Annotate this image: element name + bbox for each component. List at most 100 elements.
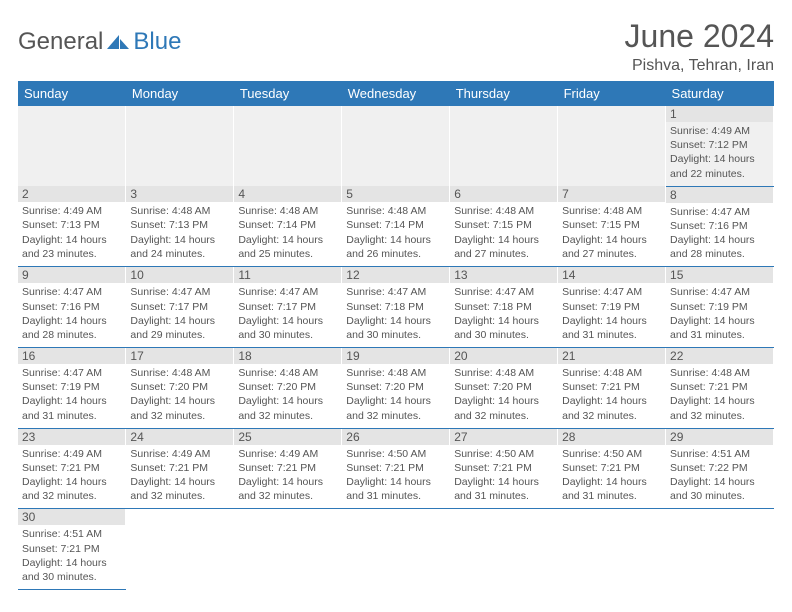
calendar-cell: 22Sunrise: 4:48 AMSunset: 7:21 PMDayligh… xyxy=(666,348,774,429)
day-number: 23 xyxy=(18,429,125,445)
calendar-row: 9 Sunrise: 4:47 AMSunset: 7:16 PM Daylight… xyxy=(18,267,774,348)
day-info: Sunrise: 4:47 AMSunset: 7:17 PMDaylight:… xyxy=(130,285,229,342)
sunset-text: Sunset: 7:12 PM xyxy=(670,138,769,152)
daylight-text: Daylight: 14 hours and 22 minutes. xyxy=(670,152,769,180)
day-number: 27 xyxy=(450,429,557,445)
sunrise-text: Sunrise: 4:47 AM xyxy=(670,205,769,219)
calendar-cell: 19Sunrise: 4:48 AMSunset: 7:20 PMDayligh… xyxy=(342,348,450,429)
sail-icon xyxy=(105,33,131,51)
daylight-text: Daylight: 14 hours and 28 minutes. xyxy=(670,233,769,261)
weekday-header: Saturday xyxy=(666,81,774,106)
sunset-text: Sunset: 7:13 PM xyxy=(22,218,121,232)
day-number: 20 xyxy=(450,348,557,364)
day-info: Sunrise: 4:49 AMSunset: 7:12 PMDaylight:… xyxy=(670,124,769,181)
daylight-text: Daylight: 14 hours and 32 minutes. xyxy=(130,394,229,422)
calendar-row: 23Sunrise: 4:49 AMSunset: 7:21 PMDayligh… xyxy=(18,428,774,509)
sunrise-text: Sunrise: 4:49 AM xyxy=(238,447,337,461)
day-info: Sunrise: 4:48 AMSunset: 7:15 PMDaylight:… xyxy=(562,204,661,261)
daylight-text: Daylight: 14 hours and 32 minutes. xyxy=(238,475,337,503)
day-number: 3 xyxy=(126,186,233,202)
sunset-text: Sunset: 7:15 PM xyxy=(454,218,553,232)
calendar-row: 1Sunrise: 4:49 AMSunset: 7:12 PMDaylight… xyxy=(18,106,774,186)
sunrise-text: Sunrise: 4:49 AM xyxy=(670,124,769,138)
calendar-cell: 12Sunrise: 4:47 AMSunset: 7:18 PMDayligh… xyxy=(342,267,450,348)
sunset-text: Sunset: 7:20 PM xyxy=(346,380,445,394)
sunset-text: Sunset: 7:21 PM xyxy=(22,461,121,475)
sunrise-text: Sunrise: 4:48 AM xyxy=(454,204,553,218)
daylight-text: Daylight: 14 hours and 32 minutes. xyxy=(454,394,553,422)
daylight-text: Daylight: 14 hours and 31 minutes. xyxy=(562,314,661,342)
daylight-text: Daylight: 14 hours and 32 minutes. xyxy=(670,394,769,422)
sunrise-text: Sunrise: 4:50 AM xyxy=(562,447,661,461)
sunset-text: Sunset: 7:18 PM xyxy=(454,300,553,314)
sunset-text: Sunset: 7:21 PM xyxy=(454,461,553,475)
calendar-table: Sunday Monday Tuesday Wednesday Thursday… xyxy=(18,81,774,590)
calendar-cell: 8Sunrise: 4:47 AMSunset: 7:16 PMDaylight… xyxy=(666,186,774,267)
calendar-cell: 1Sunrise: 4:49 AMSunset: 7:12 PMDaylight… xyxy=(666,106,774,186)
sunrise-text: Sunrise: 4:48 AM xyxy=(238,366,337,380)
sunset-text: Sunset: 7:21 PM xyxy=(562,461,661,475)
day-number: 18 xyxy=(234,348,341,364)
calendar-cell xyxy=(126,106,234,186)
month-title: June 2024 xyxy=(625,18,774,55)
day-info: Sunrise: 4:49 AMSunset: 7:21 PMDaylight:… xyxy=(22,447,121,504)
location: Pishva, Tehran, Iran xyxy=(625,57,774,75)
calendar-cell xyxy=(18,106,126,186)
calendar-body: 1Sunrise: 4:49 AMSunset: 7:12 PMDaylight… xyxy=(18,106,774,590)
day-number: 9 xyxy=(18,267,125,283)
sunrise-text: Sunrise: 4:48 AM xyxy=(562,204,661,218)
day-info: Sunrise: 4:51 AMSunset: 7:22 PMDaylight:… xyxy=(670,447,769,504)
calendar-cell: 13Sunrise: 4:47 AMSunset: 7:18 PMDayligh… xyxy=(450,267,558,348)
logo: General Blue xyxy=(18,28,181,56)
sunset-text: Sunset: 7:20 PM xyxy=(454,380,553,394)
calendar-cell: 18 Sunrise: 4:48 AMSunset: 7:20 PMDayligh… xyxy=(234,348,342,429)
weekday-header: Sunday xyxy=(18,81,126,106)
day-number: 26 xyxy=(342,429,449,445)
sunrise-text: Sunrise: 4:49 AM xyxy=(22,204,121,218)
weekday-header: Wednesday xyxy=(342,81,450,106)
day-info: Sunrise: 4:48 AMSunset: 7:13 PMDaylight:… xyxy=(130,204,229,261)
calendar-cell xyxy=(558,509,666,590)
day-number: 10 xyxy=(126,267,233,283)
sunrise-text: Sunrise: 4:48 AM xyxy=(562,366,661,380)
day-info: Sunrise: 4:47 AMSunset: 7:19 PMDaylight:… xyxy=(670,285,769,342)
daylight-text: Daylight: 14 hours and 27 minutes. xyxy=(454,233,553,261)
weekday-header-row: Sunday Monday Tuesday Wednesday Thursday… xyxy=(18,81,774,106)
day-number: 24 xyxy=(126,429,233,445)
day-number: 7 xyxy=(558,186,665,202)
sunset-text: Sunset: 7:21 PM xyxy=(670,380,769,394)
calendar-cell: 20 Sunrise: 4:48 AMSunset: 7:20 PMDayligh… xyxy=(450,348,558,429)
sunset-text: Sunset: 7:17 PM xyxy=(238,300,337,314)
sunrise-text: Sunrise: 4:48 AM xyxy=(346,204,445,218)
day-info: Sunrise: 4:48 AMSunset: 7:21 PMDaylight:… xyxy=(562,366,661,423)
day-info: Sunrise: 4:48 AMSunset: 7:20 PMDaylight:… xyxy=(238,366,337,423)
day-number: 29 xyxy=(666,429,773,445)
day-number: 25 xyxy=(234,429,341,445)
calendar-cell: 23 Sunrise: 4:49 AMSunset: 7:21 PMDayligh… xyxy=(18,428,126,509)
sunrise-text: Sunrise: 4:48 AM xyxy=(454,366,553,380)
calendar-cell xyxy=(666,509,774,590)
sunset-text: Sunset: 7:21 PM xyxy=(130,461,229,475)
sunset-text: Sunset: 7:15 PM xyxy=(562,218,661,232)
daylight-text: Daylight: 14 hours and 27 minutes. xyxy=(562,233,661,261)
daylight-text: Daylight: 14 hours and 29 minutes. xyxy=(130,314,229,342)
sunset-text: Sunset: 7:20 PM xyxy=(238,380,337,394)
daylight-text: Daylight: 14 hours and 30 minutes. xyxy=(670,475,769,503)
sunrise-text: Sunrise: 4:47 AM xyxy=(22,285,121,299)
day-number: 5 xyxy=(342,186,449,202)
calendar-cell: 5Sunrise: 4:48 AMSunset: 7:14 PMDaylight… xyxy=(342,186,450,267)
sunset-text: Sunset: 7:19 PM xyxy=(22,380,121,394)
day-number: 6 xyxy=(450,186,557,202)
sunset-text: Sunset: 7:16 PM xyxy=(22,300,121,314)
calendar-cell: 25Sunrise: 4:49 AMSunset: 7:21 PMDayligh… xyxy=(234,428,342,509)
calendar-cell: 4Sunrise: 4:48 AMSunset: 7:14 PMDaylight… xyxy=(234,186,342,267)
sunset-text: Sunset: 7:21 PM xyxy=(346,461,445,475)
calendar-cell: 9Sunrise: 4:47 AMSunset: 7:16 PMDaylight… xyxy=(18,267,126,348)
calendar-cell xyxy=(558,106,666,186)
sunset-text: Sunset: 7:21 PM xyxy=(22,542,121,556)
day-number: 19 xyxy=(342,348,449,364)
calendar-cell xyxy=(450,509,558,590)
day-number: 15 xyxy=(666,267,773,283)
calendar-cell: 15 Sunrise: 4:47 AMSunset: 7:19 PMDayligh… xyxy=(666,267,774,348)
daylight-text: Daylight: 14 hours and 23 minutes. xyxy=(22,233,121,261)
